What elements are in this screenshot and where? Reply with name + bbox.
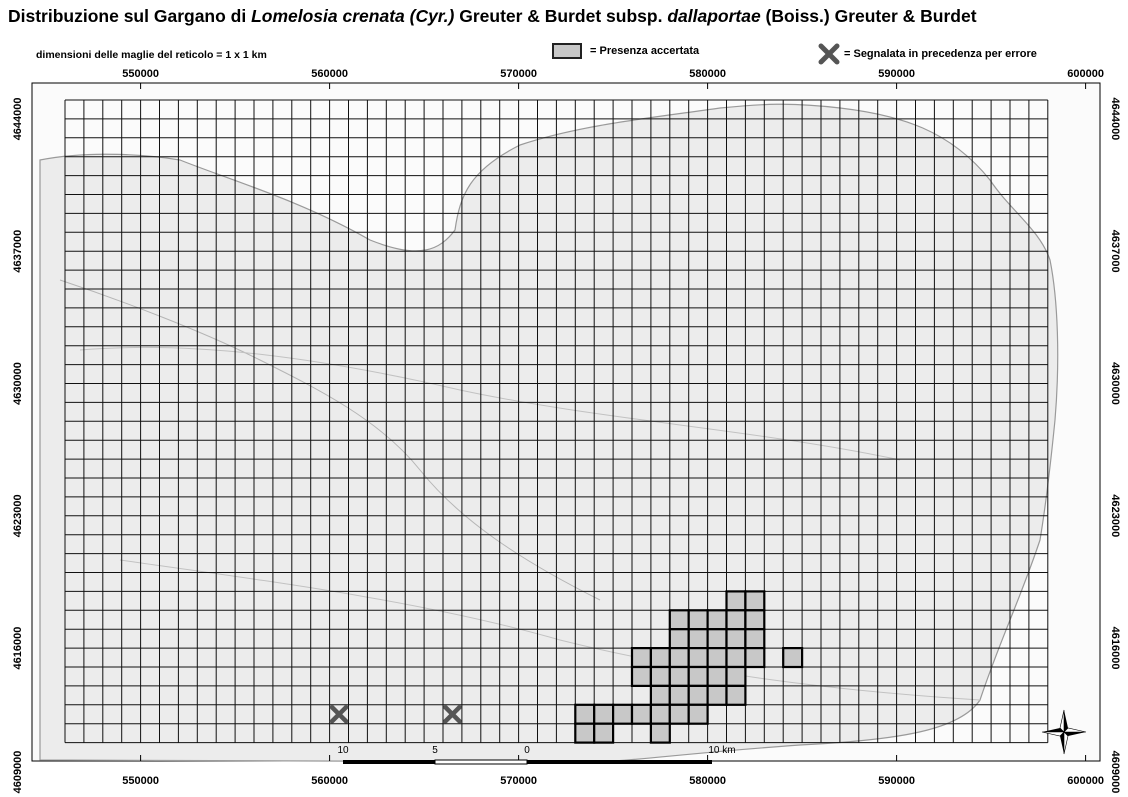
presence-cell bbox=[706, 665, 728, 687]
y-tick-label: 4623000 bbox=[12, 494, 24, 537]
y-tick-label: 4644000 bbox=[12, 97, 24, 140]
scale-bar-segment bbox=[434, 759, 528, 765]
presence-cell bbox=[574, 703, 596, 725]
presence-cell bbox=[687, 665, 709, 687]
y-tick-label: 4616000 bbox=[1109, 627, 1121, 670]
y-tick-label: 4616000 bbox=[12, 627, 24, 670]
presence-cell bbox=[630, 703, 652, 725]
presence-cell bbox=[687, 684, 709, 706]
compass-rose-icon bbox=[1041, 709, 1087, 755]
presence-cells bbox=[574, 590, 804, 744]
presence-cell bbox=[668, 665, 690, 687]
scale-label-10km: 10 km bbox=[708, 745, 735, 756]
presence-cell bbox=[725, 665, 747, 687]
presence-cell bbox=[725, 684, 747, 706]
presence-cell bbox=[649, 646, 671, 669]
presence-cell bbox=[687, 628, 709, 650]
presence-cell bbox=[725, 628, 747, 650]
road-line bbox=[79, 346, 901, 461]
y-tick-label: 4609000 bbox=[12, 751, 24, 794]
legend-presence: = Presenza accertata bbox=[552, 43, 699, 59]
y-tick-label: 4630000 bbox=[1109, 362, 1121, 405]
x-tick-label: 590000 bbox=[878, 775, 915, 787]
page-title: Distribuzione sul Gargano di Lomelosia c… bbox=[8, 6, 977, 26]
presence-cell bbox=[706, 609, 728, 631]
presence-cell bbox=[649, 703, 671, 725]
legend-presence-label: = Presenza accertata bbox=[590, 45, 700, 57]
land-mass-outline bbox=[39, 103, 1059, 763]
error-markers bbox=[329, 705, 462, 724]
y-tick-label: 4637000 bbox=[1109, 230, 1121, 273]
y-axis-right: 4644000 4637000 4630000 4623000 4616000 46090… bbox=[1109, 97, 1121, 793]
x-tick-label: 580000 bbox=[689, 775, 726, 787]
coast-line bbox=[59, 279, 601, 601]
y-tick-label: 4637000 bbox=[12, 230, 24, 273]
presence-cell bbox=[744, 609, 766, 631]
presence-cell bbox=[630, 665, 652, 687]
presence-cell bbox=[782, 646, 804, 669]
x-tick-label: 570000 bbox=[500, 775, 537, 787]
x-axis-top: 550000 560000 570000 580000 590000 600000 bbox=[122, 68, 1104, 761]
grid-size-note: dimensioni delle maglie del reticolo = 1… bbox=[36, 49, 267, 61]
x-axis-bottom: 550000 560000 570000 580000 590000 600000 bbox=[122, 775, 1104, 787]
scale-label-0: 0 bbox=[524, 745, 530, 756]
y-tick-label: 4623000 bbox=[1109, 494, 1121, 537]
y-tick-label: 4644000 bbox=[1109, 97, 1121, 140]
presence-cell bbox=[649, 665, 671, 687]
presence-cell bbox=[611, 703, 634, 725]
presence-cell bbox=[668, 703, 690, 725]
x-tick-label: 600000 bbox=[1067, 775, 1104, 787]
presence-swatch-icon bbox=[552, 43, 582, 59]
presence-cell bbox=[725, 609, 747, 631]
presence-cell bbox=[725, 646, 747, 669]
terrain-background bbox=[39, 103, 1059, 763]
y-tick-label: 4630000 bbox=[12, 362, 24, 405]
y-axis-left: 4644000 4637000 4630000 4623000 4616000 46090… bbox=[12, 97, 24, 793]
reference-grid bbox=[64, 99, 1049, 744]
presence-cell bbox=[649, 722, 671, 744]
presence-cell bbox=[668, 628, 690, 650]
x-tick-label: 580000 bbox=[689, 68, 726, 80]
presence-cell bbox=[744, 628, 766, 650]
presence-cell bbox=[706, 684, 728, 706]
x-tick-label: 570000 bbox=[500, 68, 537, 80]
error-marker bbox=[329, 705, 349, 724]
error-marker bbox=[443, 705, 462, 724]
presence-cell bbox=[668, 646, 690, 669]
presence-cell bbox=[593, 703, 615, 725]
presence-cell bbox=[574, 722, 596, 744]
x-tick-label: 550000 bbox=[122, 68, 159, 80]
presence-cell bbox=[687, 703, 709, 725]
x-tick-label: 560000 bbox=[311, 68, 348, 80]
presence-cell bbox=[706, 646, 728, 669]
scale-bar-segment bbox=[343, 760, 435, 764]
x-tick-label: 600000 bbox=[1067, 68, 1104, 80]
presence-cell bbox=[744, 646, 766, 669]
x-tick-label: 590000 bbox=[878, 68, 915, 80]
x-tick-label: 550000 bbox=[122, 775, 159, 787]
scale-label-10: 10 bbox=[337, 745, 349, 756]
presence-cell bbox=[706, 628, 728, 650]
presence-cell bbox=[649, 684, 671, 706]
legend-error-label: = Segnalata in precedenza per errore bbox=[844, 48, 1037, 60]
presence-cell bbox=[687, 646, 709, 669]
legend-error: = Segnalata in precedenza per errore bbox=[818, 43, 1037, 65]
presence-cell bbox=[744, 590, 766, 612]
presence-cell bbox=[668, 609, 690, 631]
presence-cell bbox=[630, 646, 652, 669]
road-line-2 bbox=[119, 559, 981, 701]
scale-bar-segment bbox=[527, 760, 712, 764]
presence-cell bbox=[668, 684, 690, 706]
y-tick-label: 4609000 bbox=[1109, 751, 1121, 794]
scale-label-5: 5 bbox=[432, 745, 438, 756]
presence-cell bbox=[725, 590, 747, 612]
x-tick-label: 560000 bbox=[311, 775, 348, 787]
scale-bar: 10 5 0 10 km bbox=[337, 745, 736, 765]
presence-cell bbox=[593, 722, 615, 744]
error-cross-icon bbox=[818, 43, 840, 65]
presence-cell bbox=[687, 609, 709, 631]
